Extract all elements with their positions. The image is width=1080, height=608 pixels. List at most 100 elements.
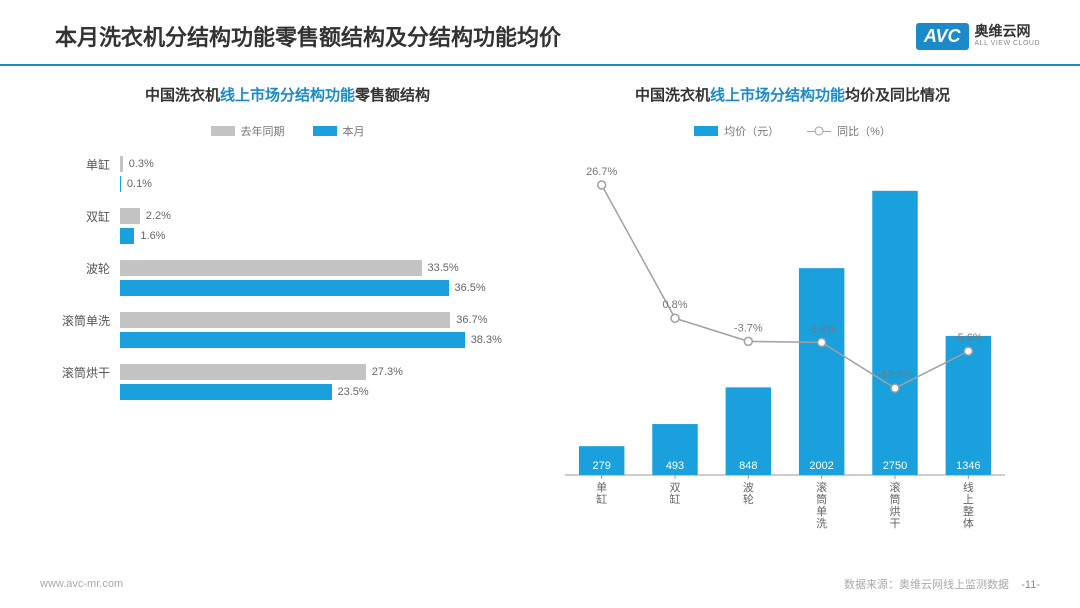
bar-this-month	[120, 176, 121, 192]
bar-last-year	[120, 208, 140, 224]
header: 本月洗衣机分结构功能零售额结构及分结构功能均价 AVC 奥维云网 ALL VIE…	[0, 0, 1080, 66]
hbar-group: 滚筒单洗 36.7% 38.3%	[60, 311, 525, 349]
price-bar	[799, 268, 844, 475]
price-label: 279	[592, 460, 610, 472]
yoy-label: -3.7%	[734, 322, 763, 334]
page-title: 本月洗衣机分结构功能零售额结构及分结构功能均价	[55, 20, 561, 52]
bar-value-label: 23.5%	[338, 386, 369, 398]
swatch-blue	[694, 126, 718, 136]
hbar-chart-body: 单缸 0.3% 0.1% 双缸 2.2% 1.6% 波轮 33.5% 36.5% 滚筒单洗 36.7…	[50, 155, 525, 401]
yoy-label: 26.7%	[586, 166, 617, 178]
price-label: 1346	[956, 460, 980, 472]
x-category-label: 缸	[596, 492, 607, 506]
hbar-group: 滚筒烘干 27.3%23.5%	[60, 363, 525, 401]
footer-source: 数据来源：奥维云网线上监测数据	[844, 579, 1009, 591]
bar-this-month	[120, 384, 332, 400]
bar-value-label: 36.5%	[455, 282, 486, 294]
hbar-group: 双缸 2.2% 1.6%	[60, 207, 525, 245]
bar-value-label: 38.3%	[471, 334, 502, 346]
bar-this-month	[120, 280, 449, 296]
bar-value-label: 1.6%	[140, 230, 165, 242]
x-category-label: 干	[890, 518, 901, 530]
x-category-label: 整	[963, 504, 974, 518]
category-label: 双缸	[60, 208, 120, 225]
line-marker-icon	[807, 126, 831, 136]
x-category-label: 筒	[816, 492, 827, 506]
yoy-marker	[891, 384, 899, 392]
left-chart-title: 中国洗衣机线上市场分结构功能零售额结构	[50, 84, 525, 105]
yoy-marker	[818, 338, 826, 346]
yoy-marker	[744, 337, 752, 345]
legend-price: 均价（元）	[694, 123, 779, 139]
x-category-label: 上	[963, 493, 974, 506]
bar-this-month	[120, 332, 465, 348]
bar-this-month	[120, 228, 134, 244]
category-label: 滚筒单洗	[60, 312, 120, 329]
category-label: 单缸	[60, 156, 120, 173]
price-label: 2002	[809, 460, 833, 472]
x-category-label: 滚	[890, 480, 901, 494]
x-category-label: 轮	[743, 492, 754, 506]
footer: www.avc-mr.com 数据来源：奥维云网线上监测数据 -11-	[0, 576, 1080, 592]
left-chart: 中国洗衣机线上市场分结构功能零售额结构 去年同期 本月 单缸 0.3% 0.1% 双缸…	[50, 84, 525, 535]
x-category-label: 筒	[890, 492, 901, 506]
bar-last-year	[120, 364, 366, 380]
legend-a-label: 去年同期	[241, 123, 285, 139]
legend-bar-label: 均价（元）	[724, 123, 779, 139]
yoy-marker	[671, 314, 679, 322]
legend-yoy: 同比（%）	[807, 123, 891, 139]
category-label: 波轮	[60, 260, 120, 277]
page-number: -11-	[1021, 579, 1040, 591]
bar-value-label: 0.1%	[127, 178, 152, 190]
x-category-label: 单	[596, 481, 607, 494]
title-accent: 线上市场分结构功能	[220, 87, 355, 104]
footer-url: www.avc-mr.com	[40, 578, 123, 590]
title-pre: 中国洗衣机	[635, 87, 710, 104]
price-label: 848	[739, 460, 757, 472]
title-post: 零售额结构	[355, 87, 430, 104]
yoy-label: -12.8%	[878, 369, 913, 381]
left-legend: 去年同期 本月	[50, 123, 525, 139]
brand-logo: AVC 奥维云网 ALL VIEW CLOUD	[916, 23, 1040, 50]
yoy-marker	[964, 347, 972, 355]
x-category-label: 缸	[670, 492, 681, 506]
title-pre: 中国洗衣机	[145, 87, 220, 104]
bar-last-year	[120, 260, 422, 276]
right-legend: 均价（元） 同比（%）	[555, 123, 1030, 139]
price-label: 2750	[883, 460, 907, 472]
bar-value-label: 2.2%	[146, 210, 171, 222]
x-category-label: 波	[743, 481, 754, 494]
title-post: 均价及同比情况	[845, 87, 950, 104]
swatch-blue	[313, 126, 337, 136]
category-label: 滚筒烘干	[60, 364, 120, 381]
bar-value-label: 36.7%	[456, 314, 487, 326]
yoy-marker	[598, 181, 606, 189]
hbar-group: 波轮 33.5% 36.5%	[60, 259, 525, 297]
logo-badge: AVC	[916, 23, 969, 50]
yoy-label: -3.9%	[807, 323, 836, 335]
legend-line-label: 同比（%）	[837, 123, 891, 139]
bar-last-year	[120, 312, 450, 328]
x-category-label: 烘	[890, 504, 901, 518]
x-category-label: 单	[816, 505, 827, 518]
title-accent: 线上市场分结构功能	[710, 87, 845, 104]
legend-b-label: 本月	[343, 123, 365, 139]
logo-cn: 奥维云网	[975, 24, 1040, 39]
x-category-label: 洗	[816, 517, 827, 530]
logo-en: ALL VIEW CLOUD	[975, 40, 1040, 48]
yoy-label: -5.6%	[954, 332, 983, 344]
combo-chart-body: 279单缸493双缸848波轮2002滚筒单洗2750滚筒烘干1346线上整体2…	[555, 155, 1030, 535]
bar-value-label: 27.3%	[372, 366, 403, 378]
bar-value-label: 33.5%	[428, 262, 459, 274]
legend-this-month: 本月	[313, 123, 365, 139]
right-chart: 中国洗衣机线上市场分结构功能均价及同比情况 均价（元） 同比（%） 279单缸4…	[555, 84, 1030, 535]
legend-last-year: 去年同期	[211, 123, 285, 139]
x-category-label: 滚	[816, 480, 827, 494]
swatch-grey	[211, 126, 235, 136]
price-label: 493	[666, 460, 684, 472]
x-category-label: 双	[670, 481, 681, 494]
bar-value-label: 0.3%	[129, 158, 154, 170]
hbar-group: 单缸 0.3% 0.1%	[60, 155, 525, 193]
right-chart-title: 中国洗衣机线上市场分结构功能均价及同比情况	[555, 84, 1030, 105]
yoy-label: 0.8%	[662, 299, 687, 311]
